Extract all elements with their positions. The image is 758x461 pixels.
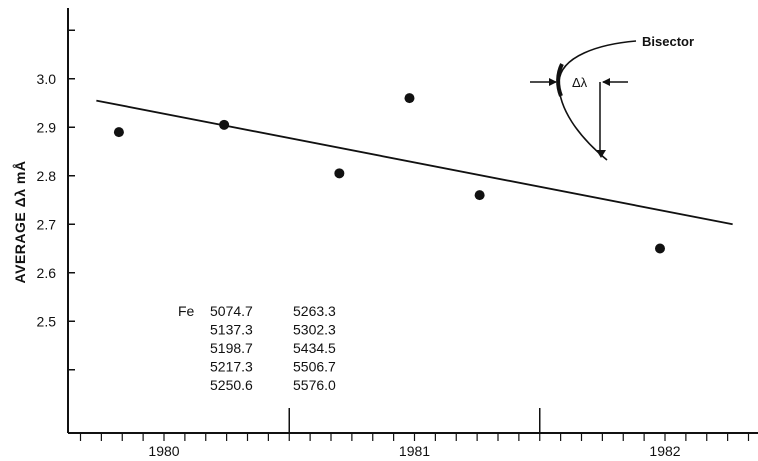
trend-line xyxy=(96,99,733,226)
y-tick-label: 3.0 xyxy=(37,71,57,87)
fe-label: Fe xyxy=(178,303,195,319)
bisector-arrowhead xyxy=(596,150,606,158)
fe-wavelength: 5198.7 xyxy=(210,340,253,356)
bisector-core xyxy=(556,63,564,97)
fe-wavelength: 5217.3 xyxy=(210,359,253,375)
data-point xyxy=(334,168,345,179)
fe-wavelength: 5576.0 xyxy=(293,377,336,393)
y-axis-label: AVERAGE Δλ mÅ xyxy=(12,161,28,284)
ticks xyxy=(68,29,750,441)
delta-arrowhead-left xyxy=(549,78,557,86)
tick-labels: 2.5 2.6 2.7 2.8 2.9 3.0 1980 1981 1982 xyxy=(37,71,681,459)
x-tick-label: 1980 xyxy=(148,443,179,459)
x-tick-label: 1981 xyxy=(399,443,430,459)
delta-lambda-label: Δλ xyxy=(572,75,588,90)
data-point xyxy=(404,93,415,104)
fe-wavelength: 5302.3 xyxy=(293,322,336,338)
fe-wavelength: 5434.5 xyxy=(293,340,336,356)
data-points xyxy=(113,93,665,254)
y-tick-label: 2.6 xyxy=(37,265,57,281)
data-point xyxy=(113,127,124,138)
delta-arrowhead-right xyxy=(602,78,610,86)
axes xyxy=(67,8,758,434)
y-tick-label: 2.7 xyxy=(37,216,57,232)
data-point xyxy=(219,119,230,130)
fe-wavelength: 5137.3 xyxy=(210,322,253,338)
y-tick-label: 2.5 xyxy=(37,313,57,329)
fe-wavelength: 5074.7 xyxy=(210,303,253,319)
bisector-inset: Δλ Bisector xyxy=(530,34,694,161)
bisector-label: Bisector xyxy=(642,34,694,49)
y-tick-label: 2.8 xyxy=(37,168,57,184)
fe-wavelength: 5250.6 xyxy=(210,377,253,393)
y-tick-label: 2.9 xyxy=(37,119,57,135)
data-point xyxy=(654,243,665,254)
fe-wavelength: 5506.7 xyxy=(293,359,336,375)
data-point xyxy=(474,190,485,201)
fe-wavelength: 5263.3 xyxy=(293,303,336,319)
x-tick-label: 1982 xyxy=(649,443,680,459)
bisector-curve xyxy=(558,40,637,161)
fe-line-list: Fe 5074.7 5137.3 5198.7 5217.3 5250.6 5263.3 53… xyxy=(178,303,336,393)
fit-line xyxy=(96,99,733,226)
